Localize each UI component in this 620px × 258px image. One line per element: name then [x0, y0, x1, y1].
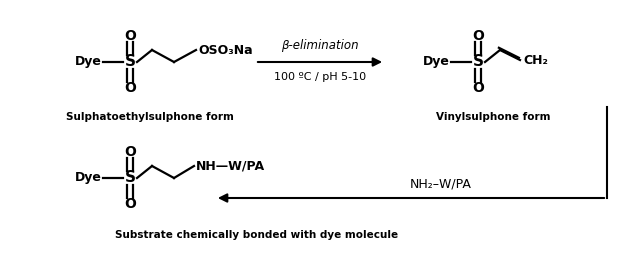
Text: S: S	[125, 54, 136, 69]
Text: NH—W/PA: NH—W/PA	[196, 159, 265, 173]
Text: Vinylsulphone form: Vinylsulphone form	[436, 112, 551, 122]
Text: NH₂–W/PA: NH₂–W/PA	[410, 178, 472, 190]
Text: Dye: Dye	[75, 172, 102, 184]
Text: β-elimination: β-elimination	[281, 39, 359, 52]
Text: OSO₃Na: OSO₃Na	[198, 44, 252, 57]
Text: Substrate chemically bonded with dye molecule: Substrate chemically bonded with dye mol…	[115, 230, 398, 240]
Text: O: O	[124, 81, 136, 95]
Text: S: S	[472, 54, 484, 69]
Text: Dye: Dye	[75, 55, 102, 69]
Text: O: O	[124, 29, 136, 43]
Text: Sulphatoethylsulphone form: Sulphatoethylsulphone form	[66, 112, 234, 122]
Text: O: O	[124, 145, 136, 159]
Text: Dye: Dye	[423, 55, 450, 69]
Text: O: O	[124, 197, 136, 211]
Text: CH₂: CH₂	[523, 53, 548, 67]
Text: O: O	[472, 29, 484, 43]
Text: 100 ºC / pH 5-10: 100 ºC / pH 5-10	[274, 72, 366, 82]
Text: S: S	[125, 171, 136, 186]
Text: O: O	[472, 81, 484, 95]
